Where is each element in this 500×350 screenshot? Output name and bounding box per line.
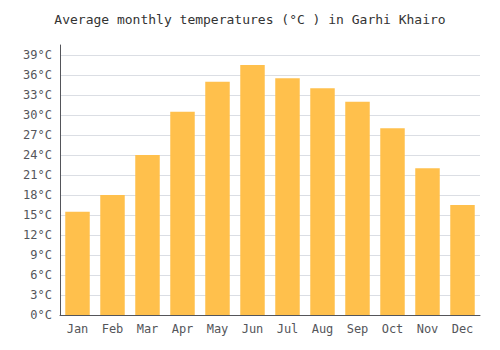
svg-text:Mar: Mar: [137, 322, 159, 336]
svg-text:39°C: 39°C: [23, 48, 52, 62]
svg-text:15°C: 15°C: [23, 208, 52, 222]
svg-text:3°C: 3°C: [30, 288, 52, 302]
svg-text:Nov: Nov: [417, 322, 439, 336]
svg-text:24°C: 24°C: [23, 148, 52, 162]
svg-text:Average monthly temperatures (: Average monthly temperatures (°C ) in Ga…: [54, 12, 445, 27]
svg-text:0°C: 0°C: [30, 308, 52, 322]
svg-text:27°C: 27°C: [23, 128, 52, 142]
svg-text:18°C: 18°C: [23, 188, 52, 202]
svg-text:6°C: 6°C: [30, 268, 52, 282]
svg-text:33°C: 33°C: [23, 88, 52, 102]
svg-text:Feb: Feb: [102, 322, 124, 336]
svg-text:Oct: Oct: [382, 322, 404, 336]
svg-text:Jul: Jul: [277, 322, 299, 336]
svg-text:21°C: 21°C: [23, 168, 52, 182]
svg-text:May: May: [207, 322, 229, 336]
svg-text:Apr: Apr: [172, 322, 194, 336]
svg-text:Aug: Aug: [312, 322, 334, 336]
svg-text:30°C: 30°C: [23, 108, 52, 122]
svg-text:36°C: 36°C: [23, 68, 52, 82]
svg-text:Jan: Jan: [67, 322, 89, 336]
svg-text:Dec: Dec: [452, 322, 474, 336]
svg-text:Sep: Sep: [347, 322, 369, 336]
svg-text:Jun: Jun: [242, 322, 264, 336]
svg-text:9°C: 9°C: [30, 248, 52, 262]
svg-text:12°C: 12°C: [23, 228, 52, 242]
